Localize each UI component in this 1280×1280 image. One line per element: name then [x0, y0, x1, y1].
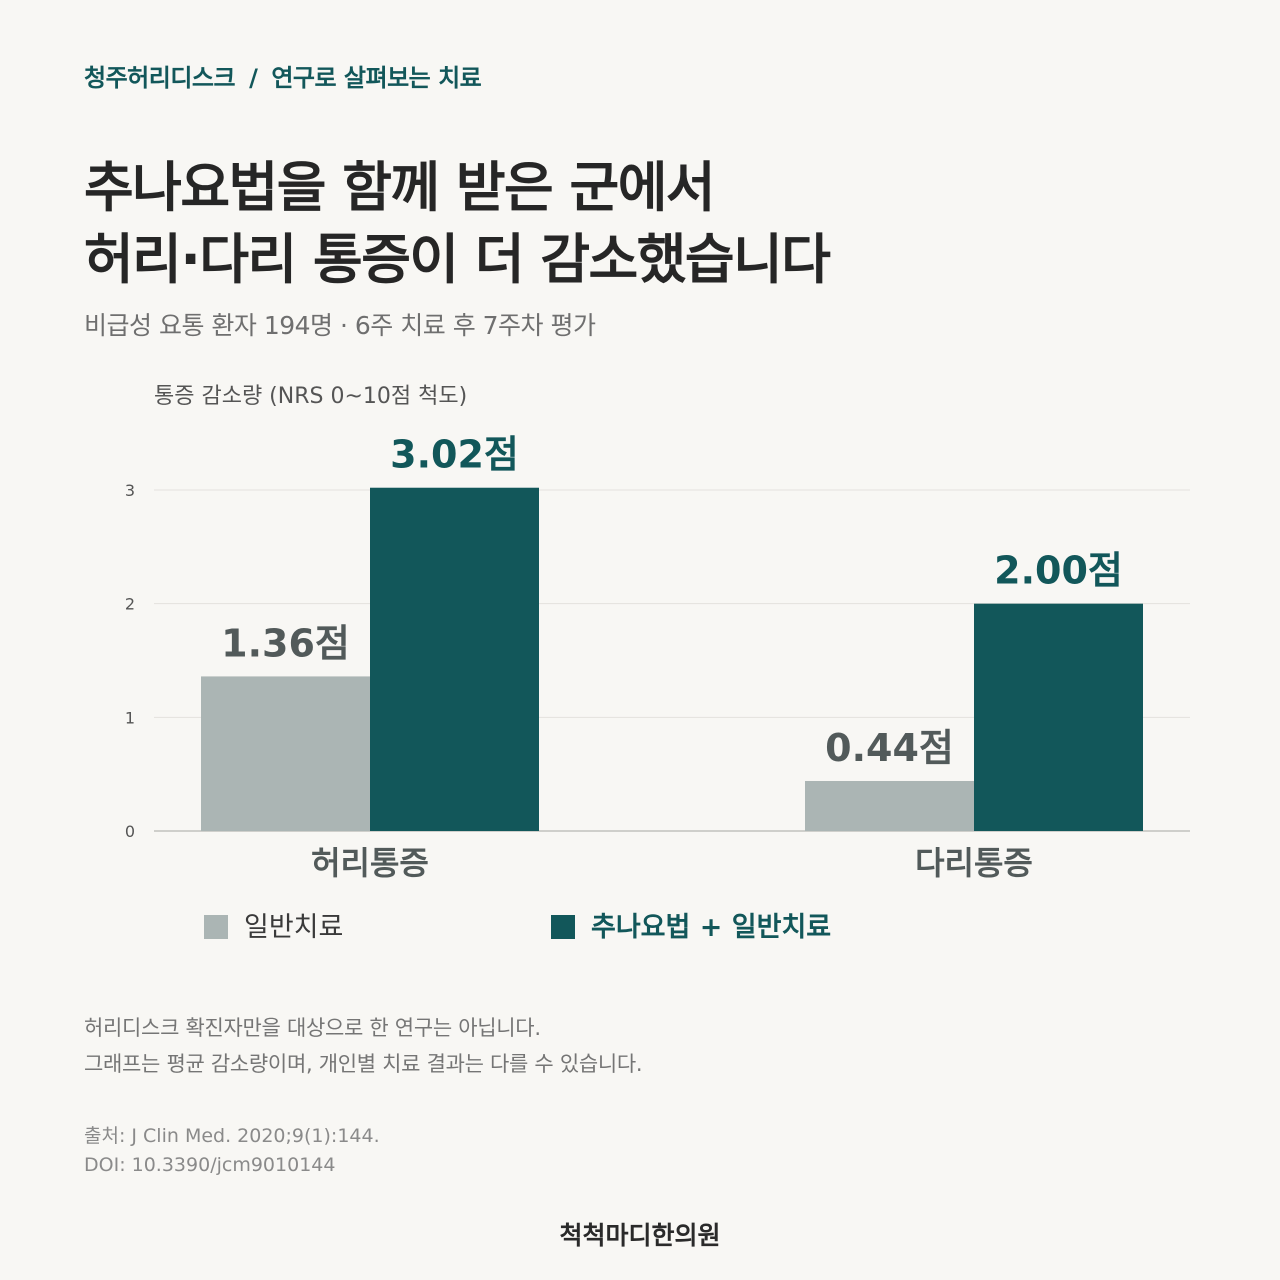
- source-line2: DOI: 10.3390/jcm9010144: [84, 1154, 336, 1176]
- page-subtitle: 비급성 요통 환자 194명 · 6주 치료 후 7주차 평가: [84, 311, 596, 340]
- page-title: 추나요법을 함께 받은 군에서 허리·다리 통증이 더 감소했습니다: [84, 152, 831, 296]
- disclaimer-note: 허리디스크 확진자만을 대상으로 한 연구는 아닙니다. 그래프는 평균 감소량…: [84, 1010, 643, 1082]
- data-label: 3.02점: [390, 433, 519, 477]
- bar: [805, 780, 974, 831]
- data-label: 1.36점: [221, 621, 350, 665]
- y-tick-label: 2: [125, 595, 135, 614]
- legend-item-control: 일반치료: [204, 904, 343, 944]
- page-title-line2: 허리·다리 통증이 더 감소했습니다: [84, 228, 831, 291]
- x-tick-label: 허리통증: [311, 844, 429, 882]
- legend-item-treatment: 추나요법 + 일반치료: [551, 904, 831, 944]
- page-title-line1: 추나요법을 함께 받은 군에서: [84, 156, 716, 219]
- disclaimer-line2: 그래프는 평균 감소량이며, 개인별 치료 결과는 다를 수 있습니다.: [84, 1052, 643, 1076]
- breadcrumb: 청주허리디스크 / 연구로 살펴보는 치료: [84, 58, 482, 93]
- data-label: 0.44점: [825, 726, 954, 770]
- breadcrumb-section: 연구로 살펴보는 치료: [271, 64, 482, 92]
- bar: [201, 676, 370, 831]
- y-tick-label: 0: [125, 822, 135, 841]
- y-tick-label: 1: [125, 708, 135, 727]
- source-citation: 출처: J Clin Med. 2020;9(1):144. DOI: 10.3…: [84, 1122, 380, 1180]
- disclaimer-line1: 허리디스크 확진자만을 대상으로 한 연구는 아닙니다.: [84, 1016, 541, 1040]
- source-line1: 출처: J Clin Med. 2020;9(1):144.: [84, 1125, 380, 1147]
- y-axis-label: 통증 감소량 (NRS 0~10점 척도): [154, 384, 467, 409]
- bar: [370, 487, 539, 831]
- footer-brand: 척척마디한의원: [559, 1221, 721, 1250]
- y-tick-label: 3: [125, 481, 135, 500]
- legend-label-control: 일반치료: [244, 911, 344, 943]
- breadcrumb-separator: /: [249, 64, 258, 92]
- x-tick-label: 다리통증: [915, 844, 1033, 882]
- legend-swatch-control: [204, 915, 228, 939]
- bar: [974, 603, 1143, 831]
- legend-swatch-treatment: [551, 915, 575, 939]
- data-label: 2.00점: [994, 549, 1123, 593]
- legend-label-treatment: 추나요법 + 일반치료: [591, 911, 832, 943]
- breadcrumb-clinic: 청주허리디스크: [84, 64, 236, 92]
